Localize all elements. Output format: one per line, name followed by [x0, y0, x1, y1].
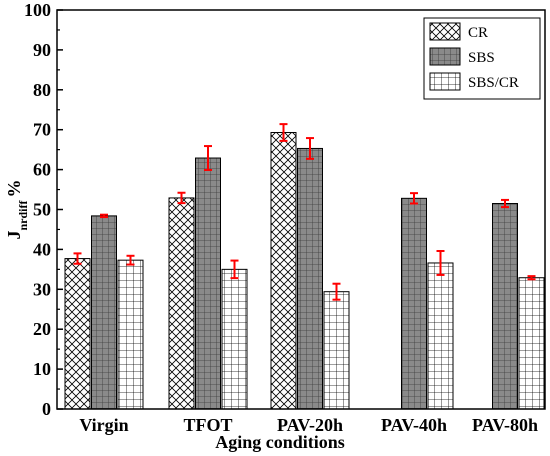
plot-area: 0 10 20 30 40 50 60 70 80 90 100 Virgin TFOT PAV-20h P…: [4, 0, 546, 452]
x-tick-label: PAV-20h: [277, 415, 343, 435]
y-tick-label: 60: [33, 160, 51, 180]
bar-sbs-virgin: [91, 215, 117, 410]
y-tick-label: 50: [33, 200, 51, 220]
bar-sbs-cr-pav-20h: [323, 291, 350, 410]
legend-swatch-sbs: [429, 47, 461, 66]
bar-sbs-cr-virgin: [117, 259, 144, 410]
bar-sbs-tfot: [195, 157, 221, 410]
x-tick-label: Virgin: [79, 415, 128, 435]
x-tick-label: PAV-40h: [381, 415, 447, 435]
bar-cr-pav-20h: [270, 131, 297, 410]
y-tick-label: 40: [33, 239, 51, 259]
bar-sbs-pav-80h: [492, 203, 518, 410]
y-tick-label: 30: [33, 279, 51, 299]
y-tick-label: 20: [33, 319, 51, 339]
y-tick-label: 70: [33, 120, 51, 140]
x-tick-label: TFOT: [183, 415, 232, 435]
bar-sbs-cr-pav-80h: [518, 277, 545, 410]
legend-swatch-sbs-cr: [429, 72, 461, 91]
y-tick-label: 100: [24, 0, 51, 20]
y-axis-title-main: J: [4, 231, 24, 240]
legend-label-sbs-cr: SBS/CR: [468, 75, 519, 91]
y-tick-label: 80: [33, 80, 51, 100]
legend-label-sbs: SBS: [468, 50, 495, 66]
x-tick-label: PAV-80h: [472, 415, 538, 435]
y-axis-title-suffix: %: [4, 180, 24, 198]
y-tick-label: 10: [33, 359, 51, 379]
y-axis-title: Jnrdiff%: [4, 180, 30, 240]
x-axis-title: Aging conditions: [215, 432, 345, 452]
bar-sbs-pav-20h: [297, 147, 323, 410]
y-tick-label: 90: [33, 40, 51, 60]
y-axis-title-subscript: nrdiff: [16, 199, 30, 230]
bar-cr-tfot: [168, 197, 195, 410]
bar-sbs-pav-40h: [401, 197, 427, 410]
bar-sbs-cr-pav-40h: [427, 262, 454, 410]
y-tick-label: 0: [42, 399, 51, 419]
bar-sbs-cr-tfot: [221, 268, 248, 410]
legend-swatch-cr: [429, 22, 461, 41]
legend-label-cr: CR: [468, 25, 488, 41]
bar-cr-virgin: [64, 258, 91, 410]
